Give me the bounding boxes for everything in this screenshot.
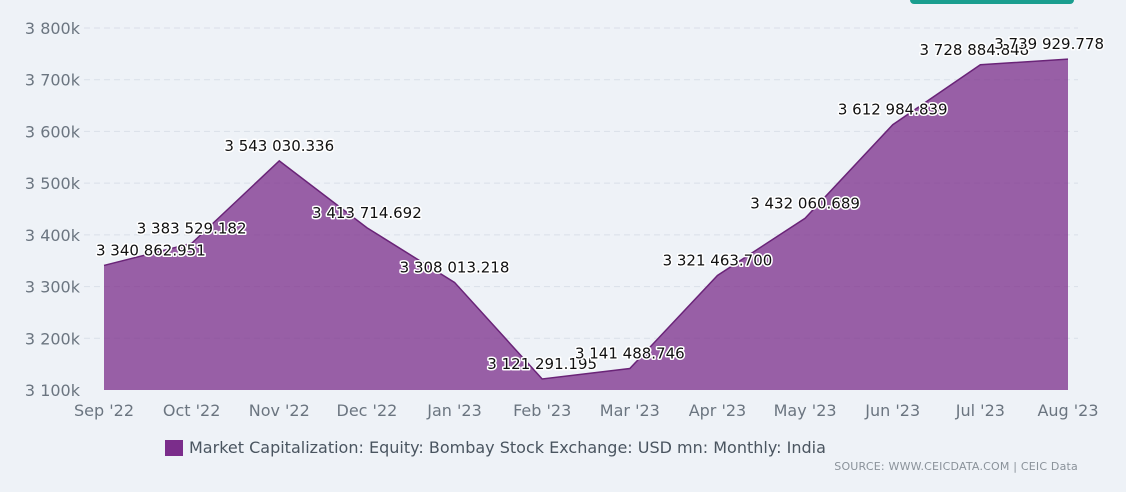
x-tick-label: Oct '22 — [163, 401, 221, 420]
data-label: 3 121 291.195 — [487, 355, 597, 373]
y-tick-label: 3 100k — [25, 381, 81, 400]
x-tick-label: Aug '23 — [1037, 401, 1098, 420]
legend[interactable]: Market Capitalization: Equity: Bombay St… — [165, 438, 826, 457]
data-label: 3 321 463.700 — [663, 251, 773, 269]
y-tick-label: 3 700k — [25, 71, 81, 90]
x-tick-label: May '23 — [774, 401, 837, 420]
y-tick-label: 3 400k — [25, 226, 81, 245]
x-tick-label: Feb '23 — [513, 401, 571, 420]
x-tick-label: Dec '22 — [337, 401, 398, 420]
series-line — [103, 58, 1069, 380]
data-label: 3 432 060.689 — [750, 194, 860, 212]
y-tick-label: 3 200k — [25, 329, 81, 348]
series-area — [104, 59, 1068, 391]
data-label: 3 141 488.746 — [575, 345, 685, 363]
x-tick-label: Mar '23 — [600, 401, 660, 420]
y-tick-label: 3 300k — [25, 278, 81, 297]
data-label: 3 543 030.336 — [224, 137, 334, 155]
x-tick-label: Apr '23 — [689, 401, 747, 420]
area-chart: 3 100k 3 200k 3 300k 3 400k 3 500k 3 600k 3 70… — [25, 19, 1106, 420]
x-tick-label: Jan '23 — [426, 401, 482, 420]
data-label: 3 739 929.778 — [994, 35, 1104, 53]
data-label: 3 340 862.951 — [96, 241, 206, 259]
data-label: 3 728 884.848 — [919, 41, 1029, 59]
data-label: 3 612 984.839 — [838, 101, 948, 119]
y-tick-label: 3 500k — [25, 174, 81, 193]
data-label: 3 383 529.182 — [137, 219, 247, 237]
data-label: 3 308 013.218 — [400, 258, 510, 276]
y-tick-label: 3 800k — [25, 19, 81, 38]
download-button[interactable] — [910, 0, 1074, 4]
legend-label: Market Capitalization: Equity: Bombay St… — [189, 438, 826, 457]
source-note: SOURCE: WWW.CEICDATA.COM | CEIC Data — [834, 460, 1078, 473]
legend-swatch — [165, 439, 183, 456]
data-label: 3 413 714.692 — [312, 204, 422, 222]
x-tick-label: Jun '23 — [864, 401, 920, 420]
x-tick-label: Jul '23 — [955, 401, 1005, 420]
y-tick-label: 3 600k — [25, 122, 81, 141]
x-tick-label: Nov '22 — [249, 401, 310, 420]
x-tick-label: Sep '22 — [74, 401, 134, 420]
